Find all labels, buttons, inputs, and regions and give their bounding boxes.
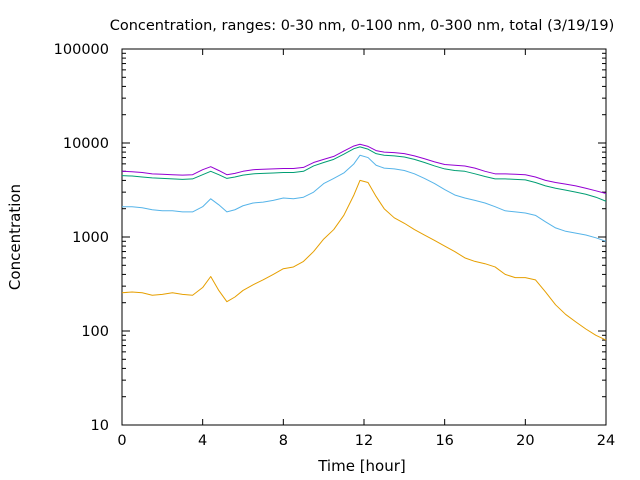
x-tick-label: 8 <box>279 433 288 449</box>
series-line-4 <box>121 179 607 341</box>
y-axis-label: Concentration <box>6 184 24 290</box>
x-tick-label: 0 <box>117 433 126 449</box>
y-tick-label: 100000 <box>54 42 109 58</box>
series-line-1 <box>121 143 607 195</box>
y-tick-label: 10000 <box>63 136 109 152</box>
y-tick-label: 100 <box>81 324 109 340</box>
x-axis-label: Time [hour] <box>317 457 406 475</box>
x-tick-label: 24 <box>597 433 615 449</box>
chart-title: Concentration, ranges: 0-30 nm, 0-100 nm… <box>110 18 615 34</box>
x-tick-label: 16 <box>435 433 453 449</box>
y-tick-label: 10 <box>91 418 109 434</box>
series-group <box>121 143 607 341</box>
y-axis-ticks: 10 100 1000 10000 100000 <box>54 42 606 434</box>
plot-frame <box>121 48 607 426</box>
x-axis-ticks: 0 4 8 12 16 20 24 <box>117 49 615 449</box>
x-tick-label: 12 <box>355 433 373 449</box>
series-line-3 <box>122 154 607 242</box>
series-line-2 <box>121 146 607 202</box>
x-tick-label: 20 <box>516 433 534 449</box>
y-tick-label: 1000 <box>72 230 109 246</box>
x-tick-label: 4 <box>198 433 207 449</box>
